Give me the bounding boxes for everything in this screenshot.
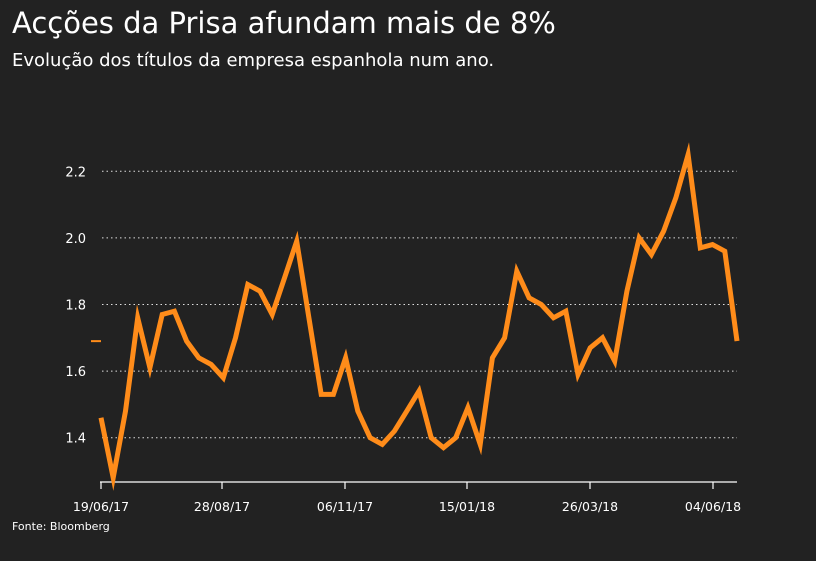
y-tick-label: 1.8 xyxy=(65,298,86,313)
chart-title: Acções da Prisa afundam mais de 8% xyxy=(12,6,556,40)
y-tick-label: 2.0 xyxy=(65,232,86,247)
x-tick-label: 28/08/17 xyxy=(194,499,250,514)
series-line xyxy=(98,142,740,491)
y-tick-label: 1.4 xyxy=(65,432,86,447)
y-tick-label: 2.2 xyxy=(65,165,86,180)
y-tick-label: 1.6 xyxy=(65,365,86,380)
x-tick-label: 04/06/18 xyxy=(685,499,741,514)
x-tick-label: 06/11/17 xyxy=(317,499,373,514)
x-tick-label: 26/03/18 xyxy=(562,499,618,514)
source-note: Fonte: Bloomberg xyxy=(12,520,110,533)
x-tick-label: 15/01/18 xyxy=(439,499,495,514)
x-tick-label: 19/06/17 xyxy=(73,499,129,514)
chart-subtitle: Evolução dos títulos da empresa espanhol… xyxy=(12,50,495,71)
